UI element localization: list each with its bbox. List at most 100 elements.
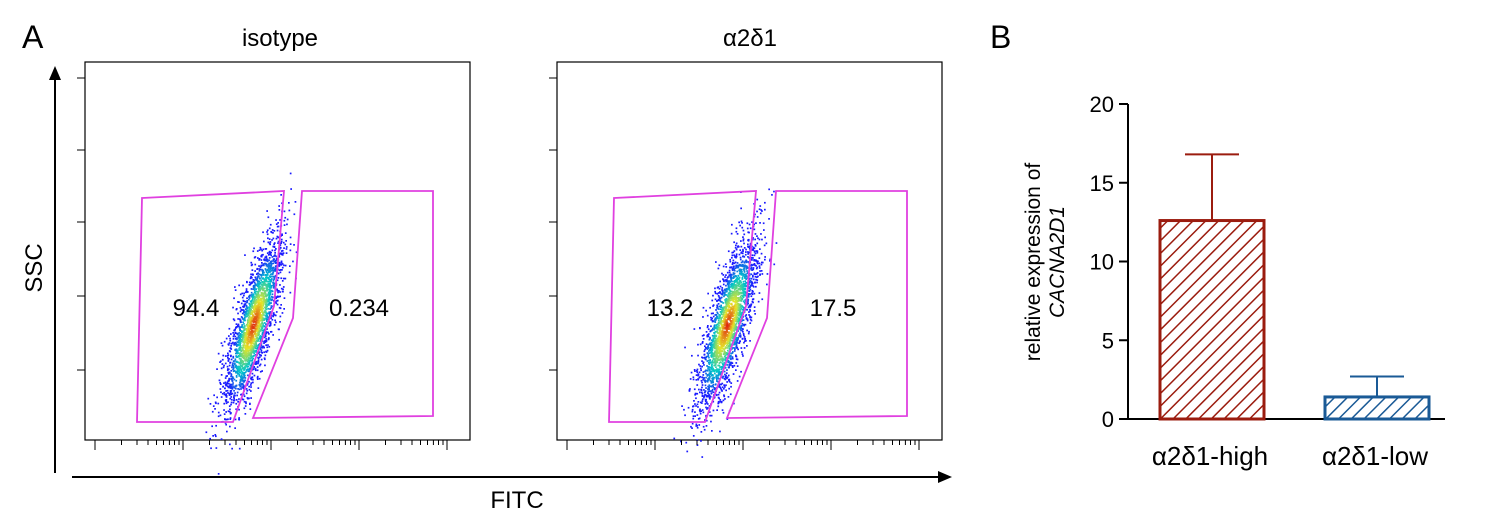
- density-dot: [243, 366, 245, 369]
- density-dot: [271, 267, 274, 270]
- density-dot: [275, 268, 277, 271]
- density-dot: [731, 352, 734, 354]
- density-dot: [691, 410, 694, 413]
- density-dot: [728, 305, 731, 307]
- density-dot: [249, 344, 252, 347]
- density-dot: [232, 401, 235, 404]
- density-dot: [267, 291, 270, 294]
- density-dot: [715, 346, 718, 349]
- density-dot: [256, 278, 259, 280]
- density-dot: [229, 371, 231, 374]
- density-dot: [740, 329, 742, 332]
- density-dot: [234, 343, 237, 346]
- density-dot: [256, 320, 259, 322]
- density-dot: [245, 312, 248, 315]
- density-dot: [727, 334, 730, 337]
- density-dot: [257, 361, 260, 363]
- density-dot: [225, 400, 227, 403]
- density-dot: [727, 301, 730, 304]
- density-dot: [276, 257, 278, 260]
- density-dot: [702, 425, 705, 428]
- density-dot: [721, 341, 724, 344]
- density-dot: [720, 383, 722, 386]
- density-dot: [694, 411, 696, 413]
- density-dot: [752, 249, 755, 251]
- density-dot: [715, 319, 717, 321]
- density-dot: [698, 409, 701, 412]
- density-dot: [715, 342, 718, 345]
- density-dot: [731, 292, 734, 295]
- density-dot: [707, 325, 709, 327]
- density-dot: [249, 305, 252, 308]
- density-dot: [761, 210, 763, 212]
- density-dot: [276, 300, 278, 302]
- density-dot: [723, 319, 725, 321]
- density-dot: [715, 356, 718, 358]
- density-dot: [714, 358, 716, 360]
- density-dot: [706, 369, 708, 372]
- density-dot: [266, 273, 269, 276]
- density-dot: [751, 292, 753, 295]
- density-dot: [280, 250, 283, 252]
- density-dot: [267, 307, 269, 310]
- density-dot: [259, 325, 261, 328]
- density-dot: [754, 245, 757, 247]
- density-dot: [253, 374, 256, 377]
- density-dot: [741, 264, 744, 267]
- density-dot: [765, 242, 768, 245]
- density-dot: [241, 330, 244, 333]
- density-dot: [278, 209, 281, 211]
- density-dot: [731, 306, 734, 308]
- density-dot: [706, 360, 709, 362]
- density-dot: [238, 375, 241, 377]
- density-dot: [727, 324, 730, 326]
- density-dot: [263, 322, 266, 324]
- density-dot: [732, 267, 735, 270]
- density-dot: [713, 334, 716, 336]
- density-dot: [250, 273, 252, 276]
- density-dot: [274, 275, 276, 278]
- density-dot: [717, 393, 720, 396]
- density-dot: [733, 281, 736, 284]
- density-dot: [726, 364, 728, 366]
- density-dot: [748, 245, 751, 248]
- density-dot: [716, 337, 719, 340]
- density-dot: [712, 305, 714, 307]
- density-dot: [743, 277, 746, 279]
- density-dot: [715, 327, 718, 330]
- density-dot: [240, 393, 242, 396]
- density-dot: [280, 277, 283, 280]
- density-dot: [725, 389, 727, 392]
- density-dot: [743, 271, 746, 273]
- density-dot: [246, 308, 249, 310]
- density-dot: [713, 336, 716, 338]
- density-dot: [239, 349, 241, 351]
- density-dot: [251, 347, 254, 350]
- density-dot: [244, 371, 247, 373]
- density-dot: [720, 347, 723, 350]
- density-dot: [717, 371, 720, 374]
- density-dot: [761, 298, 764, 301]
- density-dot: [249, 337, 252, 339]
- density-dot: [736, 338, 739, 340]
- density-dot: [721, 390, 723, 392]
- density-dot: [244, 341, 247, 343]
- density-dot: [714, 362, 717, 364]
- density-dot: [693, 369, 696, 371]
- density-dot: [735, 285, 738, 288]
- density-dot: [252, 314, 255, 317]
- density-dot: [261, 262, 263, 264]
- density-dot: [735, 230, 738, 233]
- density-dot: [244, 379, 246, 382]
- density-dot: [228, 335, 230, 337]
- density-dot: [278, 252, 281, 255]
- density-dot: [740, 220, 743, 223]
- density-dot: [718, 336, 720, 338]
- density-dot: [722, 283, 725, 286]
- density-dot: [220, 360, 222, 363]
- density-dot: [251, 310, 254, 313]
- density-dot: [701, 456, 704, 458]
- density-dot: [742, 255, 745, 258]
- density-dot: [729, 306, 731, 308]
- density-dot: [264, 274, 267, 276]
